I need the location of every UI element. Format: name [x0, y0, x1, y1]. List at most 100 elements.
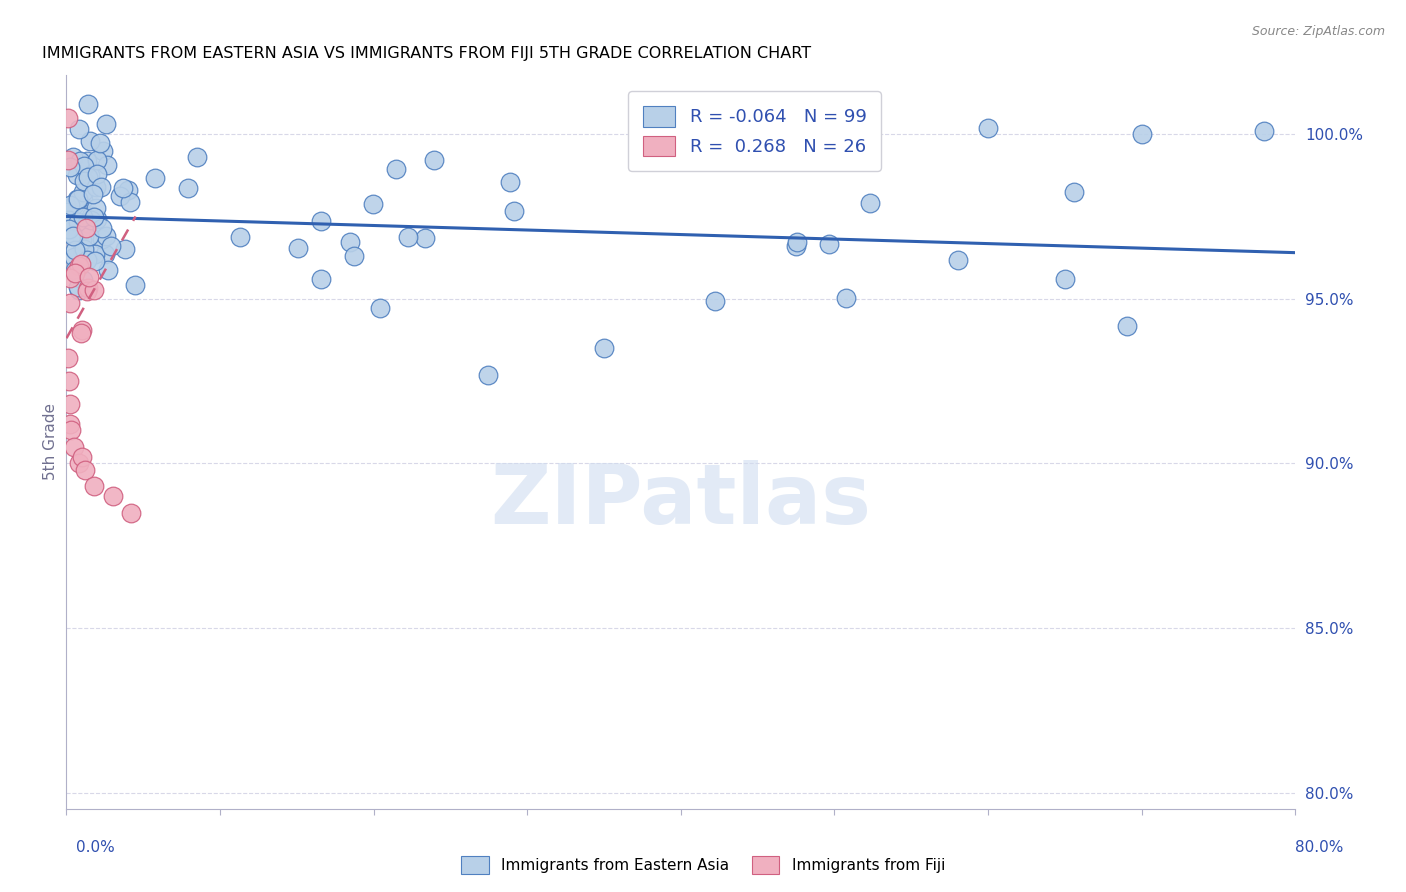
Point	[59, 198, 82, 212]
Point	[67, 284, 90, 298]
Point	[72, 174, 94, 188]
Point	[86, 212, 108, 227]
Point	[90, 179, 112, 194]
Point	[343, 249, 366, 263]
Point	[69, 154, 91, 169]
Point	[56, 111, 79, 125]
Point	[786, 235, 808, 249]
Point	[94, 117, 117, 131]
Point	[66, 279, 89, 293]
Point	[1130, 127, 1153, 141]
Point	[101, 489, 124, 503]
Point	[67, 193, 90, 207]
Text: IMMIGRANTS FROM EASTERN ASIA VS IMMIGRANTS FROM FIJI 5TH GRADE CORRELATION CHART: IMMIGRANTS FROM EASTERN ASIA VS IMMIGRAN…	[42, 46, 811, 62]
Point	[60, 227, 83, 241]
Point	[97, 263, 120, 277]
Point	[361, 197, 384, 211]
Point	[79, 134, 101, 148]
Legend: Immigrants from Eastern Asia, Immigrants from Fiji: Immigrants from Eastern Asia, Immigrants…	[456, 850, 950, 880]
Point	[1063, 185, 1085, 199]
Point	[90, 232, 112, 246]
Point	[785, 239, 807, 253]
Point	[311, 214, 333, 228]
Point	[114, 243, 136, 257]
Point	[117, 183, 139, 197]
Point	[79, 168, 101, 182]
Point	[73, 463, 96, 477]
Point	[63, 266, 86, 280]
Point	[77, 169, 100, 184]
Text: 0.0%: 0.0%	[76, 840, 115, 855]
Point	[177, 181, 200, 195]
Point	[90, 221, 112, 235]
Point	[67, 259, 90, 273]
Point	[58, 397, 80, 411]
Point	[946, 252, 969, 267]
Point	[63, 250, 86, 264]
Point	[58, 374, 80, 388]
Text: Source: ZipAtlas.com: Source: ZipAtlas.com	[1251, 25, 1385, 38]
Point	[112, 181, 135, 195]
Point	[58, 222, 80, 236]
Point	[89, 136, 111, 150]
Point	[70, 323, 93, 337]
Point	[59, 296, 82, 310]
Point	[77, 270, 100, 285]
Point	[86, 153, 108, 167]
Point	[77, 228, 100, 243]
Point	[73, 215, 96, 229]
Point	[66, 193, 89, 207]
Point	[385, 162, 408, 177]
Point	[83, 211, 105, 225]
Point	[62, 150, 84, 164]
Point	[70, 257, 93, 271]
Point	[503, 204, 526, 219]
Point	[76, 153, 98, 168]
Point	[67, 122, 90, 136]
Point	[56, 351, 79, 365]
Point	[70, 243, 93, 257]
Point	[79, 212, 101, 227]
Point	[100, 239, 122, 253]
Point	[60, 424, 83, 438]
Point	[120, 194, 142, 209]
Point	[94, 228, 117, 243]
Point	[62, 229, 84, 244]
Point	[84, 247, 107, 261]
Point	[66, 168, 89, 182]
Point	[110, 188, 132, 202]
Text: 80.0%: 80.0%	[1295, 840, 1343, 855]
Point	[84, 179, 107, 194]
Point	[59, 417, 82, 431]
Y-axis label: 5th Grade: 5th Grade	[44, 403, 58, 481]
Point	[63, 198, 86, 212]
Point	[309, 272, 332, 286]
Point	[835, 291, 858, 305]
Point	[1253, 124, 1275, 138]
Point	[70, 233, 93, 247]
Point	[76, 97, 98, 112]
Point	[80, 209, 103, 223]
Point	[72, 273, 94, 287]
Point	[76, 253, 98, 268]
Point	[70, 326, 93, 340]
Point	[75, 221, 97, 235]
Point	[58, 204, 80, 219]
Point	[63, 243, 86, 257]
Point	[72, 211, 94, 225]
Point	[977, 120, 1000, 135]
Point	[82, 186, 104, 201]
Point	[143, 171, 166, 186]
Point	[83, 283, 105, 297]
Point	[413, 231, 436, 245]
Point	[593, 341, 616, 355]
Point	[370, 301, 392, 315]
Point	[94, 247, 117, 261]
Point	[76, 284, 98, 298]
Point	[228, 230, 250, 244]
Point	[396, 230, 419, 244]
Point	[339, 235, 361, 249]
Point	[59, 271, 82, 285]
Point	[818, 237, 841, 252]
Point	[422, 153, 444, 167]
